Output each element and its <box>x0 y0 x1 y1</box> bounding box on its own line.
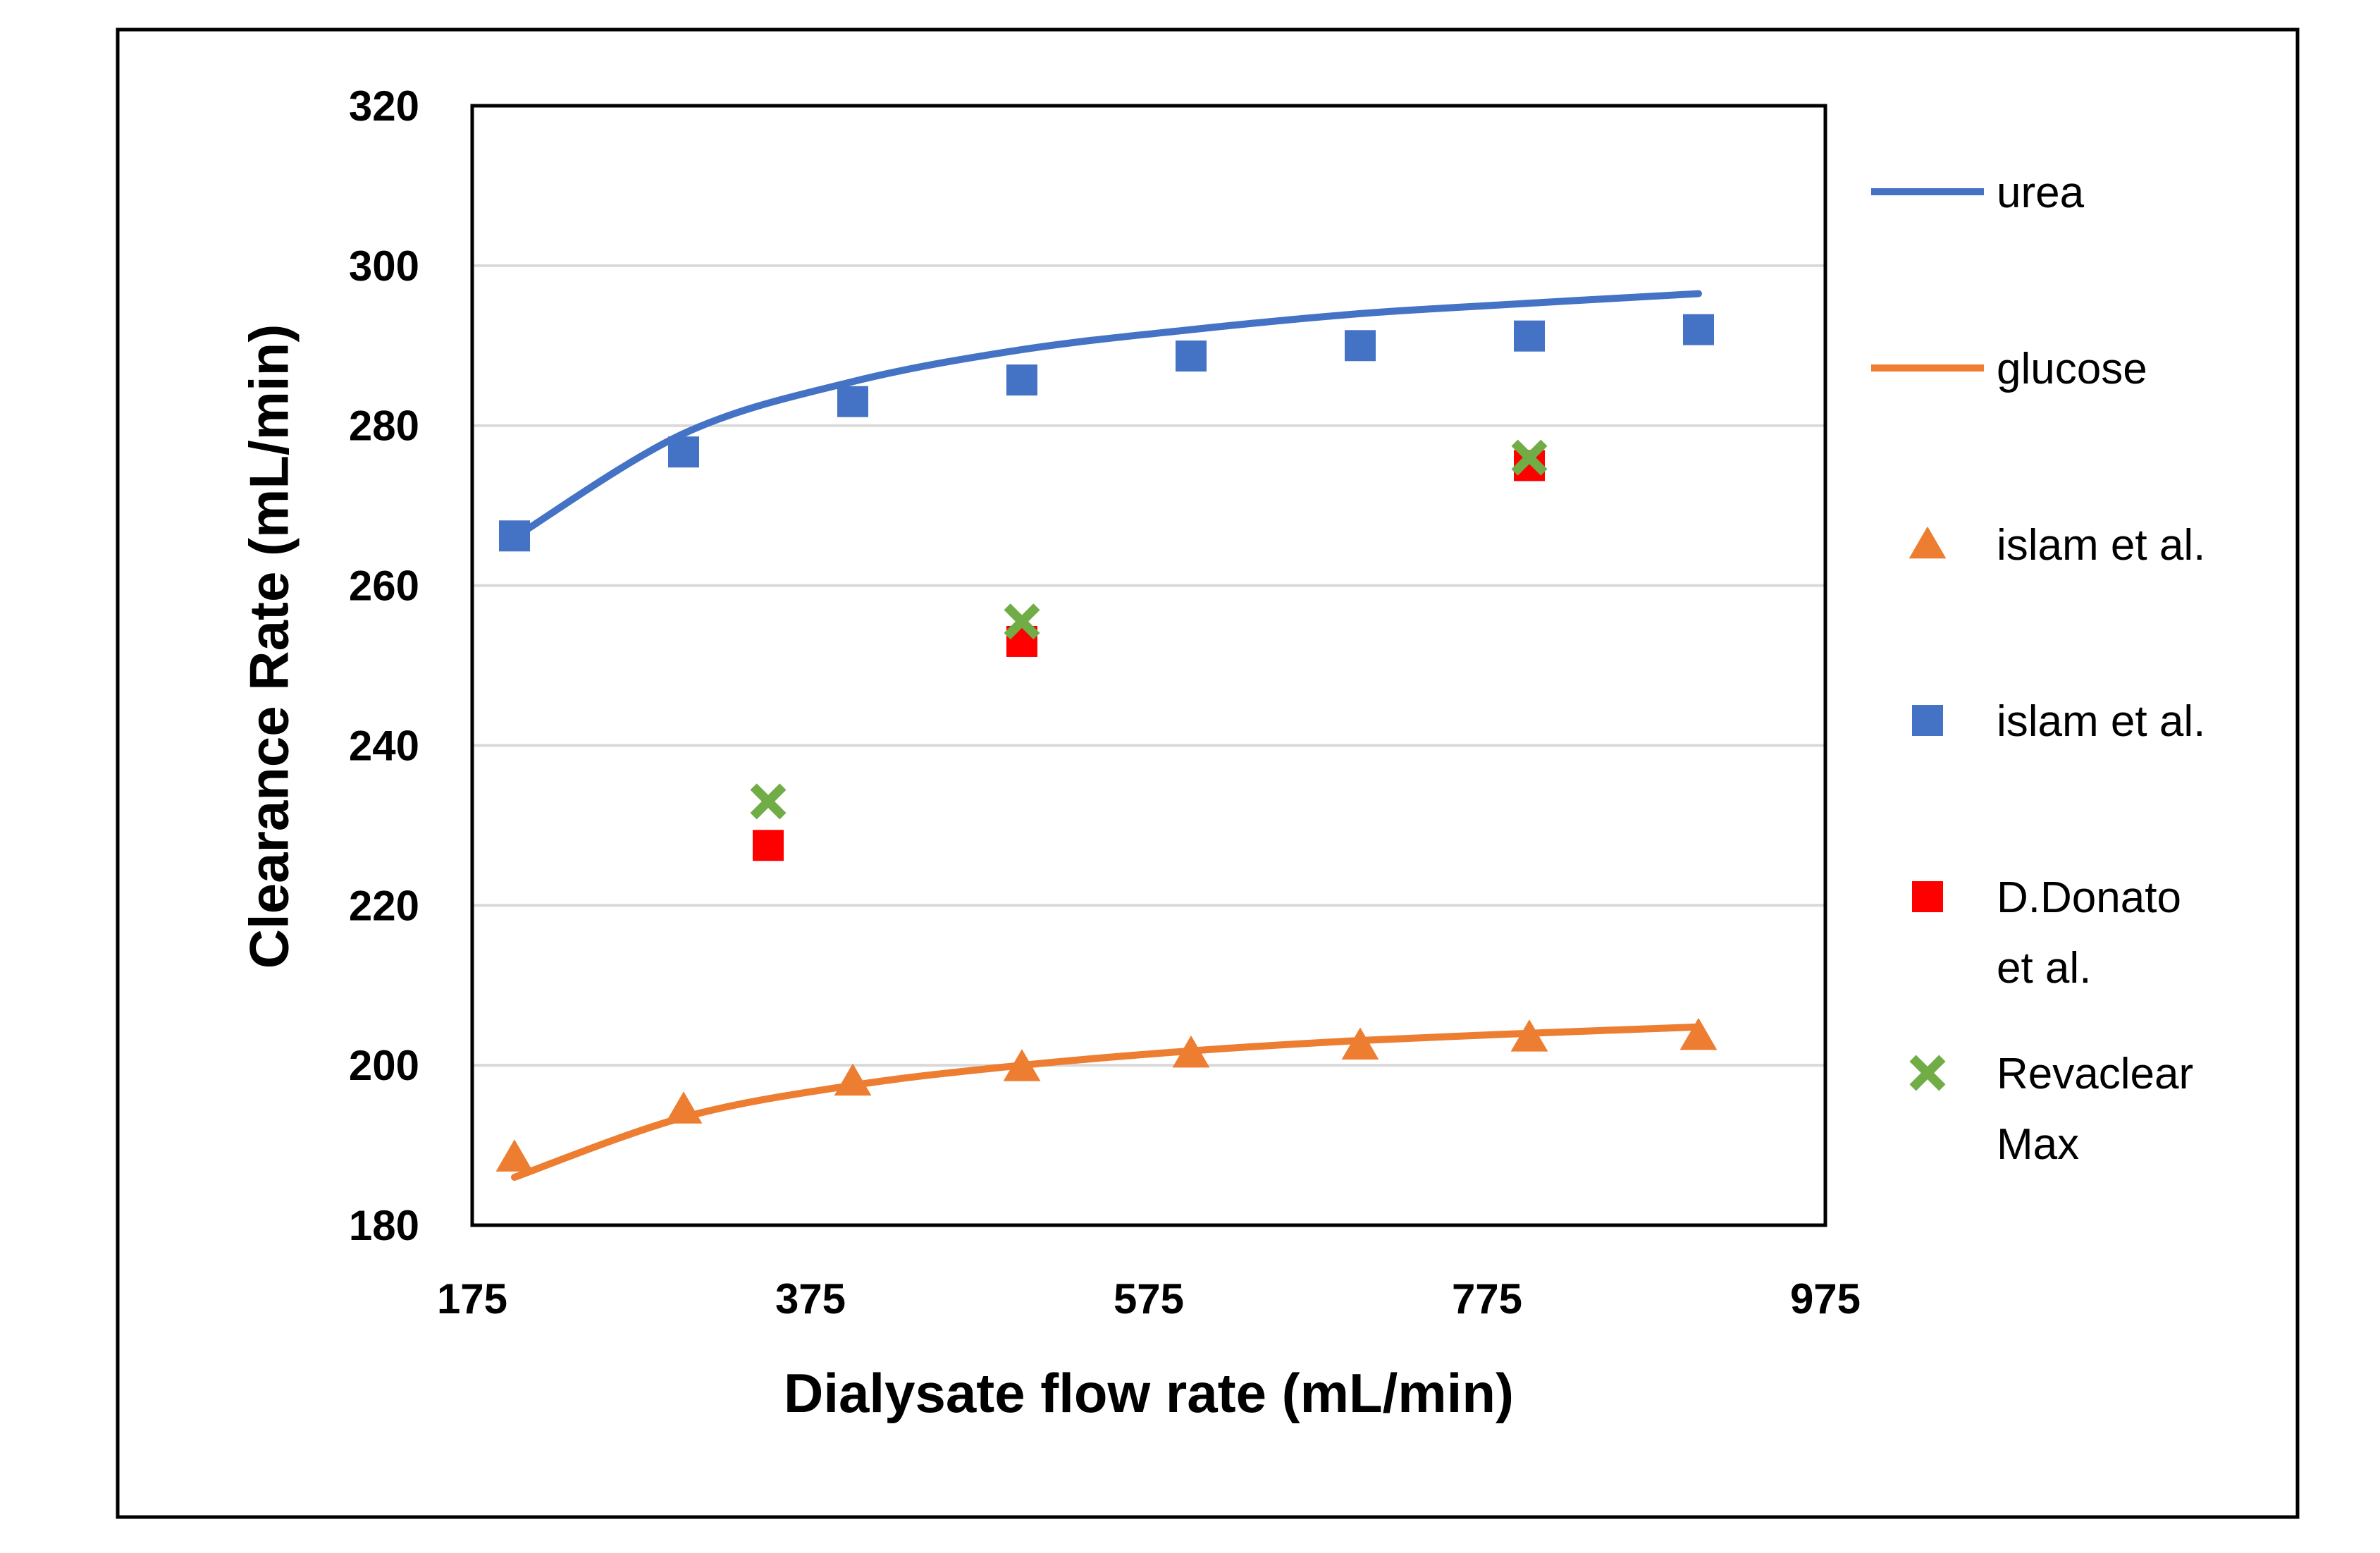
plot-area-border <box>470 104 1827 1227</box>
legend-item: urea <box>1871 168 2085 217</box>
legend-item: D.Donato et al. <box>1912 873 2181 993</box>
legend-swatch <box>1909 526 1947 559</box>
data-point-series-3 <box>495 1139 534 1172</box>
x-tick-label: 175 <box>437 1275 507 1322</box>
legend-label: D.Donato <box>1997 873 2181 922</box>
y-tick-label: 180 <box>349 1202 419 1249</box>
data-point-series-3 <box>834 1063 872 1096</box>
legend-label: urea <box>1997 168 2085 217</box>
legend: urea glucose islam et al. islam et al. D.Don… <box>1871 168 2205 1169</box>
series-markers <box>495 314 1718 1172</box>
y-tick-labels: 180 200 220 240 260 280 300 320 <box>349 82 419 1249</box>
y-tick-label: 300 <box>349 243 419 290</box>
x-tick-label: 975 <box>1790 1275 1861 1322</box>
legend-label: et al. <box>1997 944 2091 993</box>
data-point-series-3 <box>1003 1049 1041 1081</box>
data-point-series-6 <box>1004 603 1040 640</box>
y-tick-label: 240 <box>349 722 419 769</box>
data-point-series-4 <box>1683 314 1714 345</box>
y-tick-label: 280 <box>349 403 419 450</box>
series-lines <box>511 290 1702 1181</box>
series-line-urea <box>511 290 1702 541</box>
x-tick-label: 775 <box>1452 1275 1522 1322</box>
data-point-series-5 <box>753 830 784 861</box>
data-point-series-3 <box>1679 1017 1718 1050</box>
data-point-series-4 <box>1345 330 1376 362</box>
y-tick-label: 220 <box>349 882 419 929</box>
legend-item: islam et al. <box>1912 697 2205 746</box>
x-axis-title: Dialysate flow rate (mL/min) <box>784 1362 1514 1424</box>
x-tick-labels: 175 375 575 775 975 <box>437 1275 1861 1322</box>
legend-label: glucose <box>1997 345 2147 393</box>
data-point-series-3 <box>1341 1027 1379 1060</box>
data-point-series-6 <box>750 783 787 820</box>
x-tick-label: 375 <box>775 1275 846 1322</box>
data-point-series-4 <box>1006 364 1037 396</box>
legend-label: islam et al. <box>1997 697 2205 746</box>
data-point-series-3 <box>1510 1019 1548 1052</box>
legend-swatch <box>1909 1055 1946 1091</box>
data-point-series-6 <box>1511 439 1548 476</box>
y-tick-label: 260 <box>349 563 419 610</box>
y-tick-label: 200 <box>349 1042 419 1089</box>
legend-item: Revaclear Max <box>1909 1050 2193 1169</box>
y-tick-label: 320 <box>349 82 419 130</box>
data-point-series-4 <box>499 520 530 552</box>
legend-label: Revaclear <box>1997 1050 2193 1098</box>
data-point-series-4 <box>1514 320 1545 352</box>
data-point-series-4 <box>1176 340 1207 372</box>
legend-swatch <box>1912 881 1943 912</box>
legend-item: glucose <box>1871 345 2147 393</box>
legend-swatch <box>1912 705 1943 736</box>
series-line-glucose <box>511 1023 1702 1181</box>
data-point-series-3 <box>1172 1035 1210 1068</box>
y-axis-title: Clearance Rate (mL/min) <box>238 324 300 969</box>
data-point-series-3 <box>665 1091 703 1124</box>
legend-label: Max <box>1997 1120 2079 1169</box>
x-tick-label: 575 <box>1114 1275 1184 1322</box>
data-point-series-4 <box>668 436 699 468</box>
chart-area-border <box>116 27 2300 1519</box>
legend-label: islam et al. <box>1997 521 2205 570</box>
data-point-series-4 <box>837 386 868 417</box>
legend-item: islam et al. <box>1909 521 2205 570</box>
